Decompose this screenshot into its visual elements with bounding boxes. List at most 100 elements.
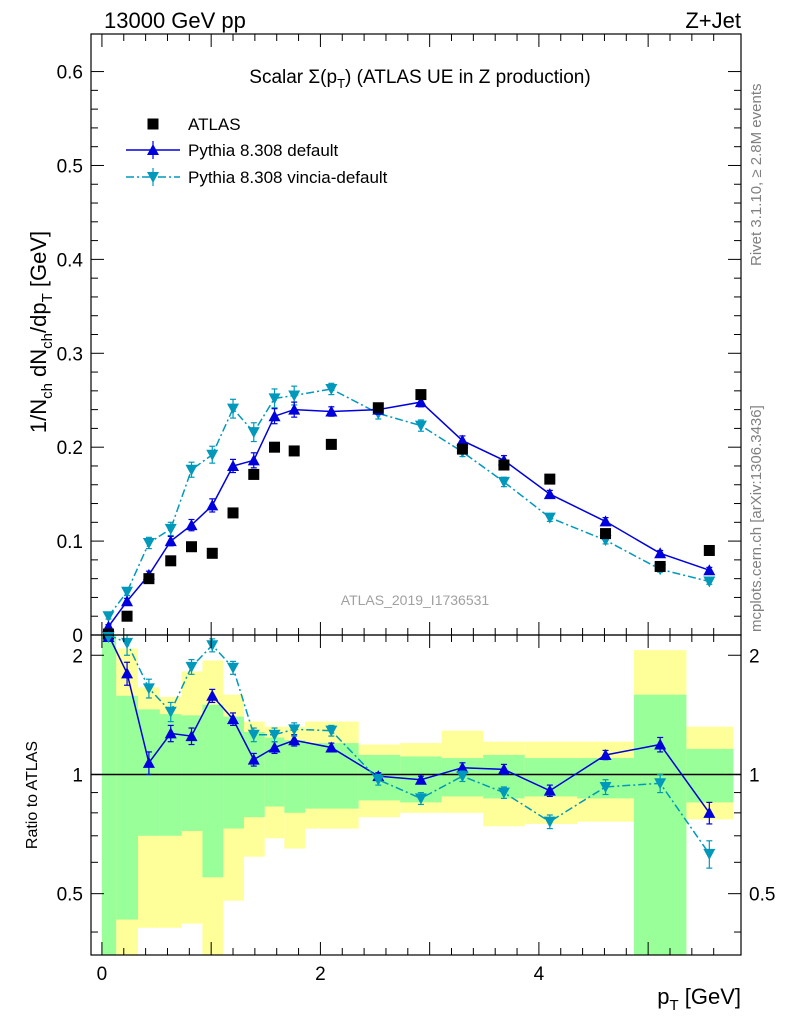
data-point <box>164 535 177 547</box>
ratio-panel <box>102 631 716 869</box>
data-point <box>268 741 281 753</box>
legend-marker <box>147 118 159 130</box>
data-point <box>703 544 715 556</box>
x-tick-label: 0 <box>97 964 108 985</box>
analysis-label: ATLAS_2019_I1736531 <box>341 592 490 608</box>
legend-label: Pythia 8.308 vincia-default <box>188 168 388 187</box>
x-tick-label: 4 <box>534 964 545 985</box>
data-point <box>456 771 469 783</box>
legend-marker <box>147 144 159 155</box>
data-point <box>325 405 338 417</box>
data-point <box>164 706 177 718</box>
y-tick-label: 0.1 <box>57 532 83 553</box>
data-point <box>185 464 198 476</box>
data-point <box>206 640 219 652</box>
data-point <box>247 454 260 466</box>
y-tick-label: 0.6 <box>57 63 83 84</box>
data-point <box>599 748 612 760</box>
data-point <box>227 662 240 674</box>
band-inner <box>305 743 359 809</box>
data-point <box>498 459 510 471</box>
data-point <box>414 396 427 408</box>
data-point <box>456 443 468 455</box>
data-point <box>268 393 281 405</box>
legend-label: ATLAS <box>188 115 241 134</box>
data-point <box>456 761 469 773</box>
data-point <box>372 774 385 786</box>
data-point <box>227 507 239 519</box>
data-point <box>654 547 667 559</box>
data-point <box>121 595 134 607</box>
series-line <box>107 388 710 617</box>
data-point <box>269 441 281 453</box>
plot-title: Scalar Σ(pT) (ATLAS UE in Z production) <box>249 67 590 91</box>
data-point <box>703 848 716 860</box>
data-point <box>654 778 667 790</box>
data-point <box>325 725 338 737</box>
data-point <box>121 667 134 679</box>
rivet-label: Rivet 3.1.10, ≥ 2.8M events <box>748 84 765 267</box>
data-point <box>268 410 281 422</box>
data-point <box>703 806 716 818</box>
data-point <box>325 383 338 395</box>
data-point <box>497 763 510 775</box>
data-point <box>227 713 240 725</box>
data-point <box>227 459 240 471</box>
axes-frames: 00.10.20.30.40.50.60 2 40.5 0.51 12 2 <box>57 33 775 985</box>
data-point <box>206 499 219 511</box>
data-point <box>165 555 177 567</box>
data-point <box>206 449 219 461</box>
data-point <box>143 573 155 585</box>
ratio-y-tick-label-right: 0.5 <box>749 885 775 906</box>
band-inner <box>116 695 138 920</box>
legend-marker <box>147 172 159 183</box>
ratio-y-tick-label-right: 1 <box>749 765 760 786</box>
band-inner <box>202 704 224 878</box>
band-inner <box>284 740 306 813</box>
data-point <box>164 523 177 535</box>
ratio-y-tick-label: 2 <box>72 646 83 667</box>
data-point <box>247 427 260 439</box>
band-inner <box>686 748 734 803</box>
data-point <box>288 403 301 415</box>
data-point <box>185 730 198 742</box>
data-point <box>121 610 133 622</box>
data-point <box>227 403 240 415</box>
data-point <box>102 611 115 623</box>
data-point <box>599 515 612 527</box>
main-y-axis-label: 1/Nch dNch/dpT [GeV] <box>26 231 56 433</box>
data-point <box>268 729 281 741</box>
data-point <box>247 753 260 765</box>
data-point <box>372 402 384 414</box>
data-point <box>600 528 612 540</box>
data-point <box>142 683 155 695</box>
data-point <box>544 473 556 485</box>
data-point <box>703 564 716 576</box>
data-point <box>288 445 300 457</box>
ratio-y-tick-label-right: 2 <box>749 646 760 667</box>
band-inner <box>223 716 244 829</box>
data-point <box>599 781 612 793</box>
ratio-uncertainty-bands <box>91 635 741 955</box>
data-point <box>456 434 469 446</box>
data-point <box>414 793 427 805</box>
main-panel <box>102 382 716 640</box>
data-point <box>186 541 198 553</box>
y-tick-label: 0 <box>72 626 83 647</box>
data-point <box>121 586 134 598</box>
band-inner <box>101 635 117 955</box>
legend-label: Pythia 8.308 default <box>188 141 339 160</box>
header-right: Z+Jet <box>685 8 741 33</box>
legend: ATLAS Pythia 8.308 default Pythia 8.308 vi… <box>126 115 388 187</box>
band-inner <box>264 737 285 807</box>
data-point <box>654 738 667 750</box>
data-point <box>543 512 556 524</box>
data-point <box>206 689 219 701</box>
data-point <box>325 741 338 753</box>
ratio-y-tick-label: 1 <box>72 765 83 786</box>
data-point <box>325 438 337 450</box>
data-point <box>703 576 716 588</box>
x-tick-label: 2 <box>315 964 326 985</box>
ratio-y-axis-label: Ratio to ATLAS <box>24 741 41 849</box>
data-point <box>414 420 427 432</box>
